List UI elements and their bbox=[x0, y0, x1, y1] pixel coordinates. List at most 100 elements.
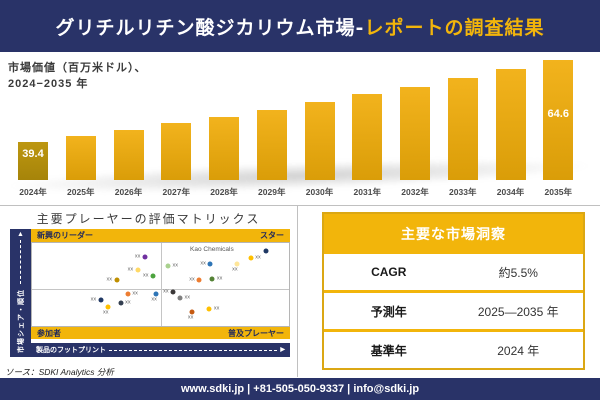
footer-contact-bar: www.sdki.jp | +81-505-050-9337 | info@sd… bbox=[0, 378, 600, 400]
scatter-dot-icon bbox=[263, 248, 269, 254]
scatter-dot-icon bbox=[135, 267, 141, 273]
scatter-dot-icon bbox=[196, 277, 202, 283]
row-label: CAGR bbox=[371, 265, 407, 279]
bar-chart-title-line1: 市場価値（百万米ドル）、 bbox=[8, 62, 147, 74]
bar-2029年 bbox=[256, 110, 287, 180]
scatter-dot-icon bbox=[234, 261, 240, 267]
horizontal-divider bbox=[0, 205, 600, 206]
evaluation-matrix-panel: 主要プレーヤーの評価マトリックス ▲ 市場シェア・順位 新興のリーダー スター … bbox=[0, 205, 297, 378]
scatter-point: xx bbox=[209, 276, 222, 282]
x-axis-tick-label: 2024年 bbox=[19, 187, 47, 197]
x-axis-tick-label: 2033年 bbox=[449, 187, 477, 197]
matrix-x-axis: 製品のフットプリント ▶ bbox=[31, 343, 290, 357]
arrow-up-icon: ▲ bbox=[17, 231, 24, 238]
scatter-point-label: xx bbox=[132, 290, 138, 297]
scatter-point: xx bbox=[151, 291, 159, 302]
scatter-point: xx bbox=[232, 261, 240, 272]
scatter-point: xx bbox=[188, 309, 195, 320]
scatter-point-label: xx bbox=[103, 309, 109, 316]
matrix-y-axis: ▲ 市場シェア・順位 bbox=[10, 229, 31, 357]
quadrant-label-bottom-right: 普及プレーヤー bbox=[228, 328, 284, 338]
scatter-point: xx bbox=[165, 263, 178, 269]
bar-chart-title: 市場価値（百万米ドル）、 2024−2035 年 bbox=[8, 61, 147, 93]
bar-2025年 bbox=[65, 136, 96, 180]
scatter-dot-icon bbox=[114, 277, 120, 283]
scatter-point: xx bbox=[91, 297, 104, 303]
x-axis-dashed-line bbox=[109, 349, 278, 351]
bar-2026年 bbox=[113, 130, 144, 180]
quadrant-horizontal-line bbox=[32, 288, 289, 290]
matrix-bottom-band: 参加者 普及プレーヤー bbox=[31, 327, 290, 339]
scatter-point-label: xx bbox=[125, 299, 131, 306]
y-axis-dashed-line bbox=[20, 240, 21, 284]
x-axis-tick-label: 2026年 bbox=[114, 187, 143, 197]
scatter-dot-icon bbox=[209, 276, 215, 282]
bar-2032年 bbox=[400, 87, 430, 180]
scatter-dot-icon bbox=[153, 291, 159, 297]
bar-value-label: 39.4 bbox=[22, 148, 44, 160]
vertical-divider bbox=[297, 205, 298, 377]
scatter-dot-icon bbox=[118, 300, 124, 306]
scatter-dot-icon bbox=[142, 254, 148, 260]
scatter-point: xx bbox=[177, 295, 190, 301]
matrix-top-band: 新興のリーダー スター bbox=[31, 229, 290, 242]
x-axis-tick-label: 2027年 bbox=[162, 187, 190, 197]
matrix-title: 主要プレーヤーの評価マトリックス bbox=[36, 212, 261, 226]
scatter-point-label: xx bbox=[213, 305, 220, 312]
scatter-point-label: xx bbox=[127, 266, 134, 273]
scatter-point-label: xx bbox=[90, 296, 97, 303]
matrix-y-axis-label: 市場シェア・順位 bbox=[17, 289, 25, 353]
x-axis-tick-label: 2025年 bbox=[67, 187, 95, 197]
bar-chart: 市場価値（百万米ドル）、 2024−2035 年 39.4 2024年 2025年 2… bbox=[0, 52, 600, 205]
scatter-point-label: xx bbox=[143, 272, 149, 279]
row-value: 2025—2035 年 bbox=[477, 304, 559, 319]
insights-table-body: CAGR 約5.5% 予測年 2025—2035 年 基準年 2024 年 bbox=[324, 254, 583, 368]
row-value: 2024 年 bbox=[497, 343, 540, 358]
bar-2031年 bbox=[352, 94, 383, 180]
scatter-dot-icon bbox=[170, 289, 176, 295]
bar-2035年: 64.6 bbox=[543, 60, 574, 180]
row-label: 基準年 bbox=[370, 343, 407, 358]
table-row: CAGR 約5.5% bbox=[324, 254, 583, 290]
scatter-dot-icon bbox=[125, 291, 131, 297]
scatter-point-label: xx bbox=[200, 260, 206, 267]
x-axis-tick-label: 2029年 bbox=[258, 187, 286, 197]
scatter-point: xx bbox=[118, 300, 131, 306]
scatter-point-label: xx bbox=[163, 288, 169, 295]
quadrant-vertical-line bbox=[161, 243, 162, 326]
bar-2024年: 39.4 bbox=[18, 142, 48, 180]
footer-text: www.sdki.jp | +81-505-050-9337 | info@sd… bbox=[180, 383, 420, 395]
scatter-point: xx bbox=[125, 291, 138, 297]
scatter-point: xx bbox=[107, 277, 120, 283]
header-banner: グリチルリチン酸ジカリウム市場- レポートの調査結果 bbox=[0, 0, 600, 52]
scatter-dot-icon bbox=[98, 297, 104, 303]
quadrant-label-top-left: 新興のリーダー bbox=[37, 231, 93, 240]
scatter-dot-icon bbox=[248, 255, 254, 261]
matrix-x-axis-label: 製品のフットプリント bbox=[36, 347, 106, 354]
source-note: ソース：SDKI Analytics 分析 bbox=[5, 367, 114, 377]
x-axis-tick-label: 2035年 bbox=[544, 187, 572, 197]
page-title-accent: レポートの調査結果 bbox=[364, 16, 545, 39]
bar-chart-title-line2: 2024−2035 年 bbox=[8, 77, 89, 90]
x-axis-tick-label: 2031年 bbox=[353, 187, 381, 197]
scatter-point: xx bbox=[128, 267, 141, 273]
scatter-point-label: xx bbox=[134, 253, 141, 260]
x-axis-tick-label: 2032年 bbox=[401, 187, 429, 197]
scatter-dot-icon bbox=[105, 304, 111, 310]
bar-2033年 bbox=[447, 78, 478, 180]
row-value: 約5.5% bbox=[498, 265, 538, 280]
scatter-point: xx bbox=[163, 289, 176, 295]
company-annotation: Kao Chemicals bbox=[190, 246, 234, 254]
scatter-point: xx bbox=[189, 277, 202, 283]
scatter-point-label: xx bbox=[232, 266, 238, 273]
scatter-dot-icon bbox=[150, 273, 156, 279]
scatter-dot-icon bbox=[177, 295, 183, 301]
scatter-point-label: xx bbox=[106, 276, 113, 283]
scatter-point bbox=[263, 248, 269, 254]
page-title: グリチルリチン酸ジカリウム市場- bbox=[55, 16, 365, 39]
scatter-point-label: xx bbox=[255, 254, 261, 261]
scatter-point-label: xx bbox=[216, 275, 223, 282]
bar-2030年 bbox=[304, 102, 335, 180]
x-axis-tick-label: 2030年 bbox=[305, 187, 334, 197]
